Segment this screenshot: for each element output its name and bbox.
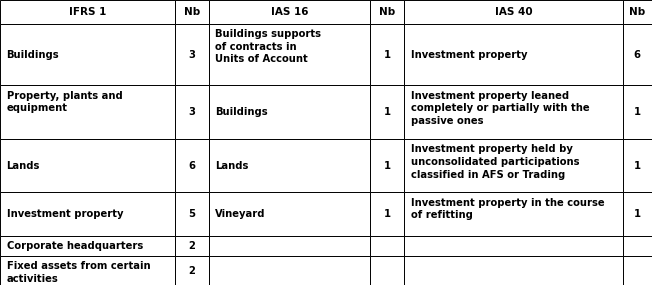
Bar [404, 86, 623, 139]
Text: Investment property: Investment property [7, 209, 123, 219]
Text: Lands: Lands [215, 161, 248, 171]
Bar [209, 192, 370, 236]
Bar [623, 236, 652, 256]
Bar [0, 86, 175, 139]
Bar [0, 192, 175, 236]
Text: IAS 40: IAS 40 [495, 7, 532, 17]
Bar [404, 256, 623, 285]
Bar [209, 24, 370, 86]
Text: Investment property in the course
of refitting: Investment property in the course of ref… [411, 198, 604, 220]
Text: Lands: Lands [7, 161, 40, 171]
Text: Investment property: Investment property [411, 50, 527, 60]
Text: Corporate headquarters: Corporate headquarters [7, 241, 143, 251]
Bar [0, 139, 175, 192]
Text: 1: 1 [384, 161, 391, 171]
Text: Nb: Nb [184, 7, 200, 17]
Text: IAS 16: IAS 16 [271, 7, 308, 17]
Bar [623, 0, 652, 24]
Bar [209, 86, 370, 139]
Text: 3: 3 [188, 50, 195, 60]
Text: 3: 3 [188, 107, 195, 117]
Text: Property, plants and
equipment: Property, plants and equipment [7, 91, 123, 113]
Bar [370, 24, 404, 86]
Bar [209, 256, 370, 285]
Bar [175, 24, 209, 86]
Bar [370, 236, 404, 256]
Bar [175, 256, 209, 285]
Text: 1: 1 [384, 209, 391, 219]
Text: 2: 2 [188, 266, 195, 276]
Bar [370, 86, 404, 139]
Bar [0, 24, 175, 86]
Bar [404, 236, 623, 256]
Text: 6: 6 [188, 161, 195, 171]
Bar [370, 139, 404, 192]
Text: 6: 6 [634, 50, 641, 60]
Text: Buildings: Buildings [7, 50, 59, 60]
Bar [623, 192, 652, 236]
Text: Vineyard: Vineyard [215, 209, 265, 219]
Text: IFRS 1: IFRS 1 [68, 7, 106, 17]
Bar [404, 24, 623, 86]
Bar [623, 86, 652, 139]
Bar [209, 0, 370, 24]
Text: Nb: Nb [379, 7, 395, 17]
Text: Buildings: Buildings [215, 107, 268, 117]
Bar [0, 236, 175, 256]
Bar [404, 192, 623, 236]
Text: Buildings supports
of contracts in
Units of Account: Buildings supports of contracts in Units… [215, 29, 321, 64]
Bar [175, 139, 209, 192]
Text: 5: 5 [188, 209, 195, 219]
Bar [623, 256, 652, 285]
Bar [175, 0, 209, 24]
Text: 1: 1 [384, 107, 391, 117]
Bar [0, 256, 175, 285]
Bar [175, 236, 209, 256]
Bar [370, 256, 404, 285]
Text: Investment property leaned
completely or partially with the
passive ones: Investment property leaned completely or… [411, 91, 589, 126]
Bar [209, 236, 370, 256]
Text: 1: 1 [634, 107, 641, 117]
Text: Fixed assets from certain
activities: Fixed assets from certain activities [7, 261, 150, 284]
Text: Investment property held by
unconsolidated participations
classified in AFS or T: Investment property held by unconsolidat… [411, 144, 579, 180]
Bar [175, 192, 209, 236]
Bar [623, 139, 652, 192]
Bar [370, 192, 404, 236]
Bar [0, 0, 175, 24]
Text: Nb: Nb [629, 7, 645, 17]
Bar [370, 0, 404, 24]
Bar [404, 0, 623, 24]
Bar [623, 24, 652, 86]
Bar [404, 139, 623, 192]
Text: 1: 1 [634, 209, 641, 219]
Text: 1: 1 [384, 50, 391, 60]
Bar [209, 139, 370, 192]
Bar [175, 86, 209, 139]
Text: 2: 2 [188, 241, 195, 251]
Text: 1: 1 [634, 161, 641, 171]
